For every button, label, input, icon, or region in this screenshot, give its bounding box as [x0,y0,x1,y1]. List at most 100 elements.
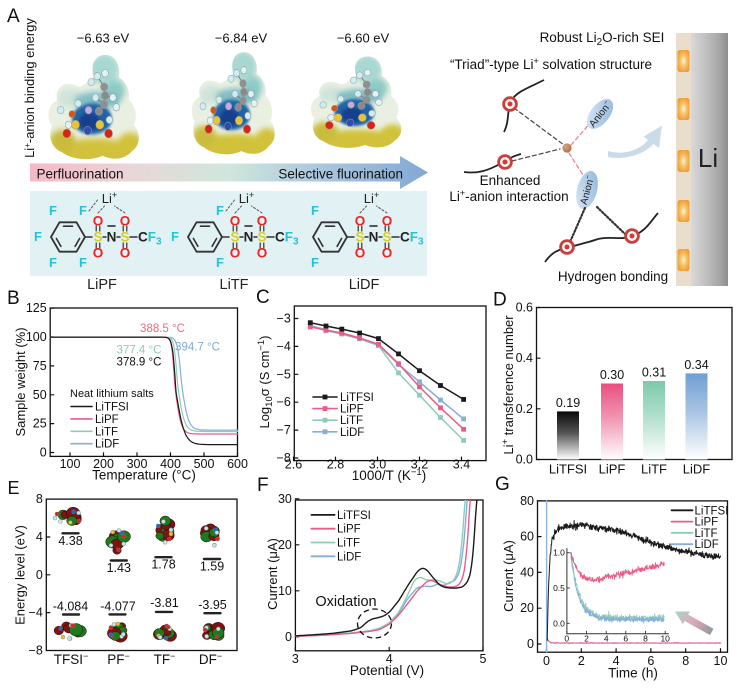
svg-text:O: O [257,214,268,229]
svg-text:“Triad”-type Li+ solvation str: “Triad”-type Li+ solvation structure [450,56,652,72]
svg-text:−4: −4 [29,606,43,620]
svg-text:100: 100 [60,457,81,471]
svg-text:394.7 °C: 394.7 °C [175,342,220,354]
svg-text:−6.63 eV: −6.63 eV [77,31,130,46]
svg-text:TFSI−: TFSI− [54,651,89,667]
svg-text:-4.077: -4.077 [100,600,135,614]
svg-text:LiTFSI: LiTFSI [340,392,374,404]
svg-text:1000/T (K−1): 1000/T (K−1) [352,467,426,483]
svg-text:500: 500 [194,457,215,471]
svg-text:LiPF: LiPF [337,524,361,536]
svg-text:−5: −5 [277,367,291,381]
svg-text:0.0: 0.0 [553,618,565,628]
svg-text:0.5: 0.5 [553,583,565,593]
svg-text:LiTFSI: LiTFSI [695,505,729,517]
svg-text:3.4: 3.4 [453,458,470,472]
svg-text:60: 60 [520,530,534,544]
svg-text:10: 10 [278,584,292,598]
svg-text:LiTFSI: LiTFSI [337,510,371,522]
svg-text:LiDF: LiDF [340,427,364,439]
svg-text:C: C [256,287,270,308]
svg-text:O: O [120,214,131,229]
svg-text:-3.95: -3.95 [198,598,227,612]
svg-text:S: S [230,230,239,245]
svg-text:O: O [93,214,104,229]
svg-text:A: A [7,6,20,27]
svg-text:0: 0 [40,446,47,460]
svg-text:2.8: 2.8 [327,458,344,472]
svg-text:0.2: 0.2 [516,402,533,416]
svg-text:F: F [49,203,57,218]
svg-text:0.19: 0.19 [556,396,580,410]
svg-text:N: N [244,230,254,245]
svg-text:Li+-anion binding energy: Li+-anion binding energy [22,18,37,158]
svg-text:0.0: 0.0 [516,453,533,467]
svg-text:Neat lithium salts: Neat lithium salts [70,388,154,400]
svg-text:8: 8 [643,634,648,644]
svg-text:3: 3 [292,652,299,666]
svg-text:Current (μA): Current (μA) [265,538,280,610]
svg-text:75: 75 [33,359,47,373]
svg-text:S: S [257,230,266,245]
svg-text:DF−: DF− [199,651,222,667]
svg-text:LiTFSI: LiTFSI [95,402,129,414]
svg-text:−6: −6 [277,395,291,409]
svg-text:400: 400 [160,457,181,471]
svg-text:0.6: 0.6 [516,301,533,315]
svg-text:−3: −3 [277,312,291,326]
svg-text:O: O [382,246,393,261]
svg-text:−4: −4 [277,339,291,353]
svg-text:LiPF: LiPF [340,404,364,416]
svg-text:0.4: 0.4 [516,351,533,365]
svg-text:300: 300 [127,457,148,471]
svg-text:F: F [257,475,269,496]
svg-text:O: O [355,246,366,261]
svg-text:4: 4 [604,634,609,644]
svg-text:LiPF: LiPF [87,277,117,293]
svg-text:S: S [382,230,391,245]
svg-text:0.31: 0.31 [642,366,666,380]
svg-text:0.34: 0.34 [684,358,708,372]
svg-text:O: O [355,214,366,229]
svg-text:LiTF: LiTF [95,426,118,438]
svg-text:F: F [171,229,179,244]
svg-text:Li+-anion interaction: Li+-anion interaction [449,188,568,204]
svg-text:S: S [120,230,129,245]
svg-text:−6.60 eV: −6.60 eV [337,31,390,46]
svg-text:O: O [230,246,241,261]
svg-text:40: 40 [520,565,534,579]
svg-text:20: 20 [520,601,534,615]
svg-text:0: 0 [543,654,550,668]
svg-text:4: 4 [386,652,393,666]
svg-text:1.78: 1.78 [151,558,175,572]
svg-text:LiDF: LiDF [337,551,361,563]
svg-text:Potential (V): Potential (V) [350,663,424,678]
svg-text:LiPF: LiPF [599,462,626,477]
svg-text:LiDF: LiDF [95,439,119,451]
svg-text:LiTF: LiTF [220,277,249,293]
svg-text:LiTF: LiTF [337,538,360,550]
svg-text:Selective fluorination: Selective fluorination [278,167,403,182]
svg-text:80: 80 [520,494,534,508]
svg-text:O: O [120,246,131,261]
svg-text:F: F [49,255,57,270]
svg-text:D: D [493,290,507,311]
svg-text:Energy level (eV): Energy level (eV) [13,525,28,625]
svg-text:G: G [495,474,510,495]
svg-text:2.6: 2.6 [285,458,302,472]
svg-text:F: F [216,255,224,270]
svg-text:F: F [216,203,224,218]
svg-text:LiTF: LiTF [695,528,718,540]
svg-text:F: F [79,255,87,270]
svg-text:S: S [355,230,364,245]
svg-text:-3.81: -3.81 [150,596,179,610]
svg-text:Temperature (°C): Temperature (°C) [92,468,196,483]
svg-text:Robust Li2O-rich SEI: Robust Li2O-rich SEI [540,30,665,48]
svg-text:0: 0 [527,637,534,651]
svg-text:8: 8 [36,492,43,506]
svg-text:S: S [93,230,102,245]
svg-text:N: N [107,230,117,245]
svg-text:4: 4 [613,654,620,668]
svg-text:0.30: 0.30 [600,368,624,382]
svg-text:1.59: 1.59 [200,560,224,574]
